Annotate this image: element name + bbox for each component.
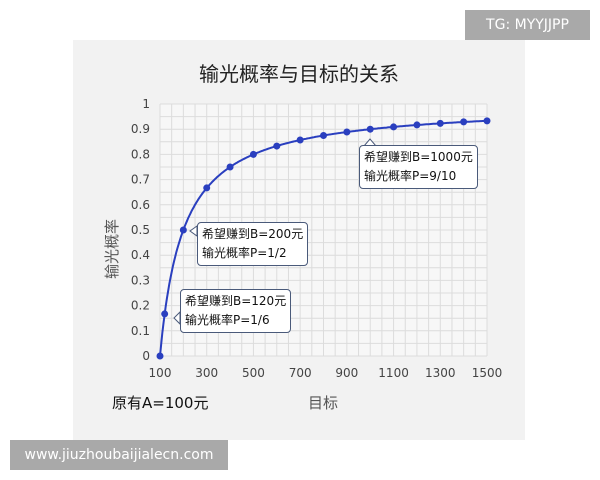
data-point [390,123,398,131]
y-tick-label: 0.1 [131,324,150,338]
x-tick-label: 900 [335,366,358,380]
x-tick-label: 700 [289,366,312,380]
annotation-120: 希望赚到B=120元 输光概率P=1/6 [180,289,292,333]
y-tick-label: 0.3 [131,273,150,287]
data-point [226,163,234,171]
x-tick-label: 1100 [378,366,409,380]
x-axis-label: 目标 [308,394,339,412]
x-tick-label: 1300 [425,366,456,380]
x-tick-label: 500 [242,366,265,380]
data-point [413,121,421,129]
y-tick-label: 0 [142,349,150,363]
data-point [483,117,491,125]
y-tick-label: 0.2 [131,299,150,313]
chart-title: 输光概率与目标的关系 [199,62,399,86]
y-tick-label: 1 [142,97,150,111]
y-tick-label: 0.4 [131,248,150,262]
watermark-url: www.jiuzhoubaijialecn.com [10,440,228,470]
annotation-line: 输光概率P=9/10 [364,169,457,183]
y-tick-label: 0.9 [131,122,150,136]
x-tick-label: 100 [149,366,172,380]
data-point [320,132,327,139]
watermark-top: TG: MYYJJPP [465,10,590,40]
data-point [366,125,374,133]
data-point [273,142,281,150]
y-tick-label: 0.8 [131,147,150,161]
data-point [436,119,444,127]
data-point [156,352,164,360]
x-tick-label: 1500 [472,366,503,380]
data-point [460,118,468,126]
data-point [296,136,304,144]
annotation-line: 输光概率P=1/6 [185,313,270,327]
annotation-line: 希望赚到B=1000元 [364,150,473,164]
annotation-line: 输光概率P=1/2 [202,246,287,260]
y-tick-label: 0.6 [131,198,150,212]
y-tick-label: 0.7 [131,173,150,187]
annotation-line: 希望赚到B=120元 [185,294,287,308]
annotation-1000: 希望赚到B=1000元 输光概率P=9/10 [359,145,478,189]
annotation-200: 希望赚到B=200元 输光概率P=1/2 [197,222,309,266]
original-amount-note: 原有A=100元 [112,394,209,412]
x-tick-label: 300 [195,366,218,380]
y-axis-label: 输光概率 [103,219,121,280]
annotation-line: 希望赚到B=200元 [202,227,304,241]
data-point [161,310,169,318]
data-point [179,226,187,234]
y-tick-label: 0.5 [131,223,150,237]
data-point [249,150,257,158]
data-point [203,184,211,192]
data-point [343,128,351,136]
